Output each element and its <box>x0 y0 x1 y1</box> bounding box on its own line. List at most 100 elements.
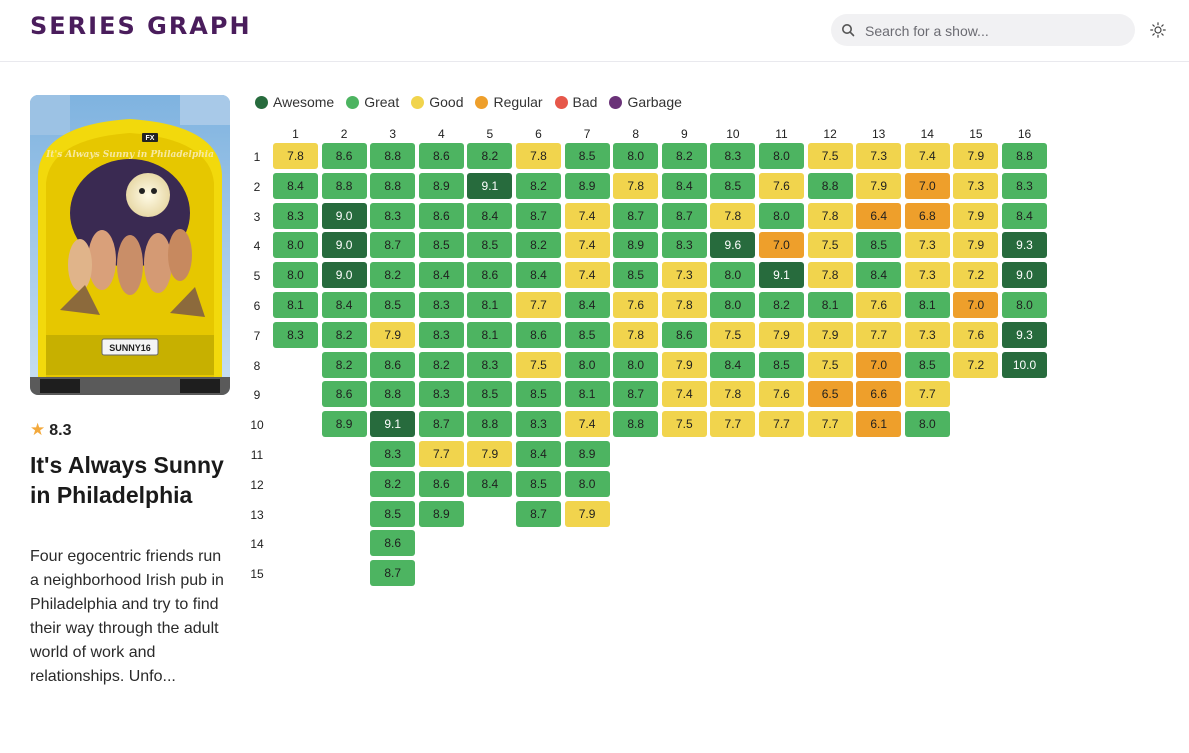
episode-cell[interactable]: 8.7 <box>613 381 659 408</box>
episode-cell[interactable]: 9.0 <box>1002 262 1047 289</box>
episode-cell[interactable]: 7.8 <box>613 321 659 348</box>
episode-cell[interactable]: 7.7 <box>856 321 902 348</box>
episode-cell[interactable]: 8.1 <box>273 292 318 318</box>
episode-cell[interactable]: 8.5 <box>613 262 659 289</box>
episode-cell[interactable]: 8.4 <box>467 202 513 229</box>
episode-cell[interactable]: 9.3 <box>1002 232 1047 259</box>
episode-cell[interactable]: 8.0 <box>904 411 950 438</box>
episode-cell[interactable]: 8.3 <box>1002 172 1047 199</box>
episode-cell[interactable]: 7.0 <box>759 232 804 259</box>
episode-cell[interactable]: 8.5 <box>710 172 756 199</box>
episode-cell[interactable]: 7.2 <box>953 262 999 289</box>
episode-cell[interactable]: 8.1 <box>904 292 950 318</box>
episode-cell[interactable]: 8.9 <box>564 172 610 199</box>
episode-cell[interactable]: 6.8 <box>904 202 950 229</box>
episode-cell[interactable]: 8.2 <box>321 351 367 378</box>
episode-cell[interactable]: 8.8 <box>370 172 416 199</box>
episode-cell[interactable]: 7.3 <box>856 143 902 169</box>
episode-cell[interactable]: 8.4 <box>418 262 464 289</box>
episode-cell[interactable]: 8.5 <box>564 143 610 169</box>
episode-cell[interactable]: 8.8 <box>370 143 416 169</box>
episode-cell[interactable]: 7.8 <box>710 202 756 229</box>
episode-cell[interactable]: 6.6 <box>856 381 902 408</box>
episode-cell[interactable]: 8.5 <box>467 232 513 259</box>
episode-cell[interactable]: 10.0 <box>1002 351 1047 378</box>
episode-cell[interactable]: 7.6 <box>759 381 804 408</box>
episode-cell[interactable]: 7.7 <box>807 411 853 438</box>
episode-cell[interactable]: 7.5 <box>807 143 853 169</box>
episode-cell[interactable]: 8.2 <box>516 172 561 199</box>
episode-cell[interactable]: 8.5 <box>418 232 464 259</box>
episode-cell[interactable]: 8.4 <box>467 470 513 497</box>
episode-cell[interactable]: 8.5 <box>516 381 561 408</box>
episode-cell[interactable]: 8.5 <box>467 381 513 408</box>
episode-cell[interactable]: 8.3 <box>710 143 756 169</box>
episode-cell[interactable]: 7.5 <box>807 232 853 259</box>
episode-cell[interactable]: 9.0 <box>321 262 367 289</box>
episode-cell[interactable]: 9.1 <box>370 411 416 438</box>
episode-cell[interactable]: 7.6 <box>856 292 902 318</box>
episode-cell[interactable]: 7.9 <box>953 202 999 229</box>
episode-cell[interactable]: 8.3 <box>273 321 318 348</box>
episode-cell[interactable]: 8.4 <box>856 262 902 289</box>
episode-cell[interactable]: 9.0 <box>321 202 367 229</box>
episode-cell[interactable]: 7.6 <box>953 321 999 348</box>
episode-cell[interactable]: 7.9 <box>953 232 999 259</box>
episode-cell[interactable]: 8.7 <box>661 202 707 229</box>
episode-cell[interactable]: 8.9 <box>321 411 367 438</box>
episode-cell[interactable]: 8.4 <box>516 441 561 467</box>
episode-cell[interactable]: 8.9 <box>564 441 610 467</box>
episode-cell[interactable]: 7.7 <box>516 292 561 318</box>
episode-cell[interactable]: 7.9 <box>759 321 804 348</box>
episode-cell[interactable]: 7.8 <box>516 143 561 169</box>
episode-cell[interactable]: 7.0 <box>904 172 950 199</box>
episode-cell[interactable]: 8.6 <box>321 143 367 169</box>
app-logo[interactable]: SERIES GRAPH <box>30 12 252 40</box>
episode-cell[interactable]: 8.7 <box>418 411 464 438</box>
episode-cell[interactable]: 8.5 <box>564 321 610 348</box>
episode-cell[interactable]: 8.3 <box>370 202 416 229</box>
episode-cell[interactable]: 8.8 <box>807 172 853 199</box>
episode-cell[interactable]: 7.8 <box>807 262 853 289</box>
episode-cell[interactable]: 8.8 <box>467 411 513 438</box>
episode-cell[interactable]: 8.7 <box>516 500 561 527</box>
episode-cell[interactable]: 8.8 <box>613 411 659 438</box>
episode-cell[interactable]: 6.1 <box>856 411 902 438</box>
episode-cell[interactable]: 8.2 <box>661 143 707 169</box>
episode-cell[interactable]: 8.7 <box>370 560 416 587</box>
episode-cell[interactable]: 8.1 <box>467 321 513 348</box>
search-box[interactable] <box>831 14 1135 48</box>
episode-cell[interactable]: 8.0 <box>1002 292 1047 318</box>
episode-cell[interactable]: 7.8 <box>710 381 756 408</box>
episode-cell[interactable]: 8.0 <box>613 143 659 169</box>
episode-cell[interactable]: 7.9 <box>807 321 853 348</box>
episode-cell[interactable]: 8.9 <box>613 232 659 259</box>
episode-cell[interactable]: 8.6 <box>467 262 513 289</box>
episode-cell[interactable]: 8.3 <box>516 411 561 438</box>
episode-cell[interactable]: 8.2 <box>370 470 416 497</box>
episode-cell[interactable]: 8.5 <box>370 500 416 527</box>
episode-cell[interactable]: 8.3 <box>467 351 513 378</box>
episode-cell[interactable]: 8.3 <box>661 232 707 259</box>
episode-cell[interactable]: 7.2 <box>953 351 999 378</box>
episode-cell[interactable]: 7.3 <box>904 232 950 259</box>
episode-cell[interactable]: 9.1 <box>467 172 513 199</box>
episode-cell[interactable]: 8.3 <box>273 202 318 229</box>
episode-cell[interactable]: 8.0 <box>710 262 756 289</box>
episode-cell[interactable]: 8.7 <box>516 202 561 229</box>
episode-cell[interactable]: 6.5 <box>807 381 853 408</box>
episode-cell[interactable]: 8.1 <box>467 292 513 318</box>
episode-cell[interactable]: 7.8 <box>661 292 707 318</box>
episode-cell[interactable]: 7.3 <box>661 262 707 289</box>
episode-cell[interactable]: 7.4 <box>904 143 950 169</box>
episode-cell[interactable]: 8.4 <box>564 292 610 318</box>
episode-cell[interactable]: 8.7 <box>613 202 659 229</box>
episode-cell[interactable]: 8.0 <box>613 351 659 378</box>
episode-cell[interactable]: 7.4 <box>564 411 610 438</box>
episode-cell[interactable]: 8.6 <box>418 202 464 229</box>
episode-cell[interactable]: 9.6 <box>710 232 756 259</box>
episode-cell[interactable]: 9.3 <box>1002 321 1047 348</box>
episode-cell[interactable]: 7.4 <box>564 202 610 229</box>
episode-cell[interactable]: 7.7 <box>418 441 464 467</box>
episode-cell[interactable]: 7.4 <box>661 381 707 408</box>
